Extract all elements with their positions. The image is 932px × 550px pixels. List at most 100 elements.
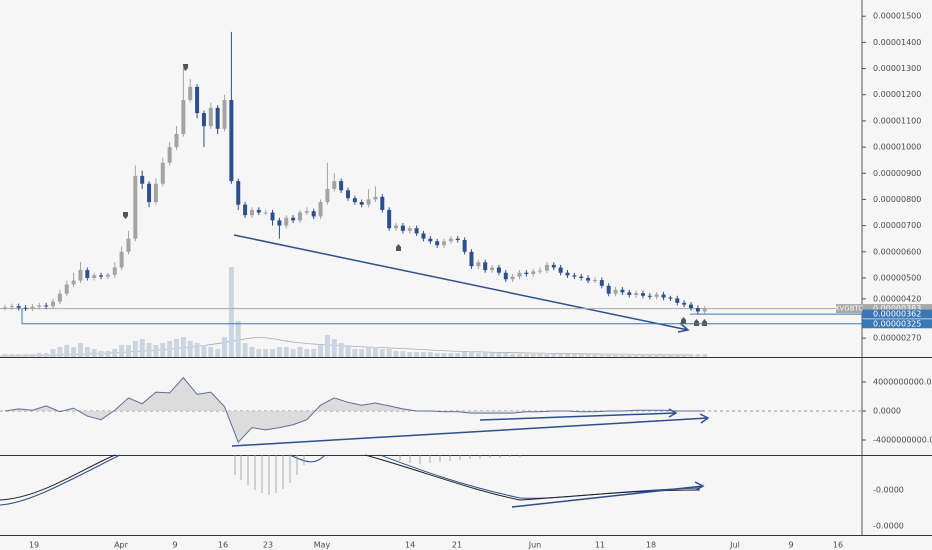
volume-bar: [667, 354, 673, 357]
candle-body: [112, 267, 117, 275]
candle-body: [37, 305, 42, 307]
volume-bar: [71, 347, 77, 357]
candle-body: [30, 306, 35, 309]
candle-body: [208, 107, 213, 127]
candle-body: [503, 272, 508, 280]
volume-bar: [434, 353, 440, 357]
volume-bar: [304, 349, 310, 357]
macd-line: [0, 454, 121, 506]
candle-body: [277, 220, 282, 226]
volume-bar: [276, 347, 282, 357]
volume-bar: [139, 339, 145, 357]
candle-body: [366, 199, 371, 205]
volume-bar: [235, 321, 241, 357]
candle-body: [654, 294, 659, 297]
y-tick-label: 0.00000700: [873, 221, 921, 230]
candle-body: [44, 305, 49, 307]
candle-body: [346, 190, 350, 199]
volume-bar: [702, 354, 708, 357]
volume-bar: [496, 353, 502, 357]
candle-body: [188, 86, 193, 100]
candle-body: [359, 202, 364, 205]
volume-bar: [29, 354, 35, 357]
signal-line: [364, 454, 701, 501]
candle-body: [174, 134, 179, 148]
candle-body: [9, 306, 14, 308]
candle-body: [544, 264, 549, 271]
volume-bar: [571, 354, 577, 357]
signal-line: [0, 454, 116, 501]
y-tick-label: 0.00001400: [873, 38, 921, 47]
volume-bar: [475, 353, 481, 357]
candle-body: [119, 251, 124, 268]
volume-bar: [208, 347, 214, 357]
candle-body: [229, 99, 234, 182]
candle-body: [57, 293, 62, 302]
x-tick-label: 9: [172, 541, 177, 550]
candle-body: [496, 267, 501, 273]
volume-bar: [222, 337, 228, 357]
candle-body: [3, 307, 7, 309]
volume-bar: [585, 354, 591, 357]
volume-bar: [174, 339, 179, 357]
candle-body: [620, 289, 625, 293]
candle-body: [153, 183, 158, 203]
candle-body: [682, 302, 687, 305]
volume-bar: [606, 354, 612, 357]
price-label: 0.00000383: [873, 304, 921, 313]
y-tick-label: 0.00000600: [873, 247, 921, 256]
volume-bar: [132, 341, 138, 357]
volume-bar: [420, 352, 426, 357]
volume-bar: [359, 349, 365, 357]
osc-tick-label: 0.0000: [873, 407, 901, 416]
candle-body: [243, 204, 248, 216]
candle-body: [236, 181, 241, 205]
x-tick-label: 21: [452, 541, 462, 550]
candle-body: [71, 280, 76, 285]
candle-body: [462, 240, 467, 252]
candle-body: [85, 270, 90, 278]
x-tick-label: Jul: [729, 541, 740, 550]
candle-body: [586, 277, 591, 281]
volume-bar: [414, 352, 420, 357]
candle-body: [201, 113, 206, 127]
volume-bar: [160, 343, 166, 357]
candle-body: [126, 238, 131, 252]
price-label-box: [862, 319, 932, 329]
candle-body: [455, 238, 460, 241]
volume-bar: [530, 354, 536, 357]
volume-bar: [36, 353, 42, 357]
macd-tick-label: -0.0000: [873, 486, 904, 495]
x-tick-label: 23: [263, 541, 273, 550]
y-tick-label: 0.00000800: [873, 195, 921, 204]
volume-bar: [215, 349, 221, 357]
osc-area: [5, 377, 705, 443]
candle-body: [318, 202, 323, 217]
volume-bar: [468, 351, 474, 357]
volume-bar: [633, 354, 639, 357]
candle-body: [380, 196, 385, 210]
volume-bar: [674, 354, 680, 357]
candle-body: [442, 241, 447, 246]
candle-body: [140, 175, 145, 184]
candle-body: [311, 211, 316, 217]
volume-bar: [400, 351, 406, 357]
candle-body: [435, 241, 440, 246]
volume-bar: [455, 353, 461, 357]
candle-body: [105, 274, 110, 277]
volume-bar: [352, 349, 358, 357]
y-tick-label: 0.00001000: [873, 143, 921, 152]
candle-body: [270, 212, 275, 221]
candle-body: [256, 209, 261, 213]
candle-body: [689, 304, 693, 309]
candle-body: [215, 107, 220, 129]
y-tick-label: 0.00001500: [873, 12, 921, 21]
volume-bar: [263, 349, 269, 357]
price-label: 0.00000325: [873, 319, 921, 328]
candle-body: [325, 188, 330, 203]
macd-line: [289, 454, 701, 499]
candle-body: [565, 272, 570, 276]
x-tick-label: 18: [646, 541, 656, 550]
candle-body: [394, 225, 399, 229]
